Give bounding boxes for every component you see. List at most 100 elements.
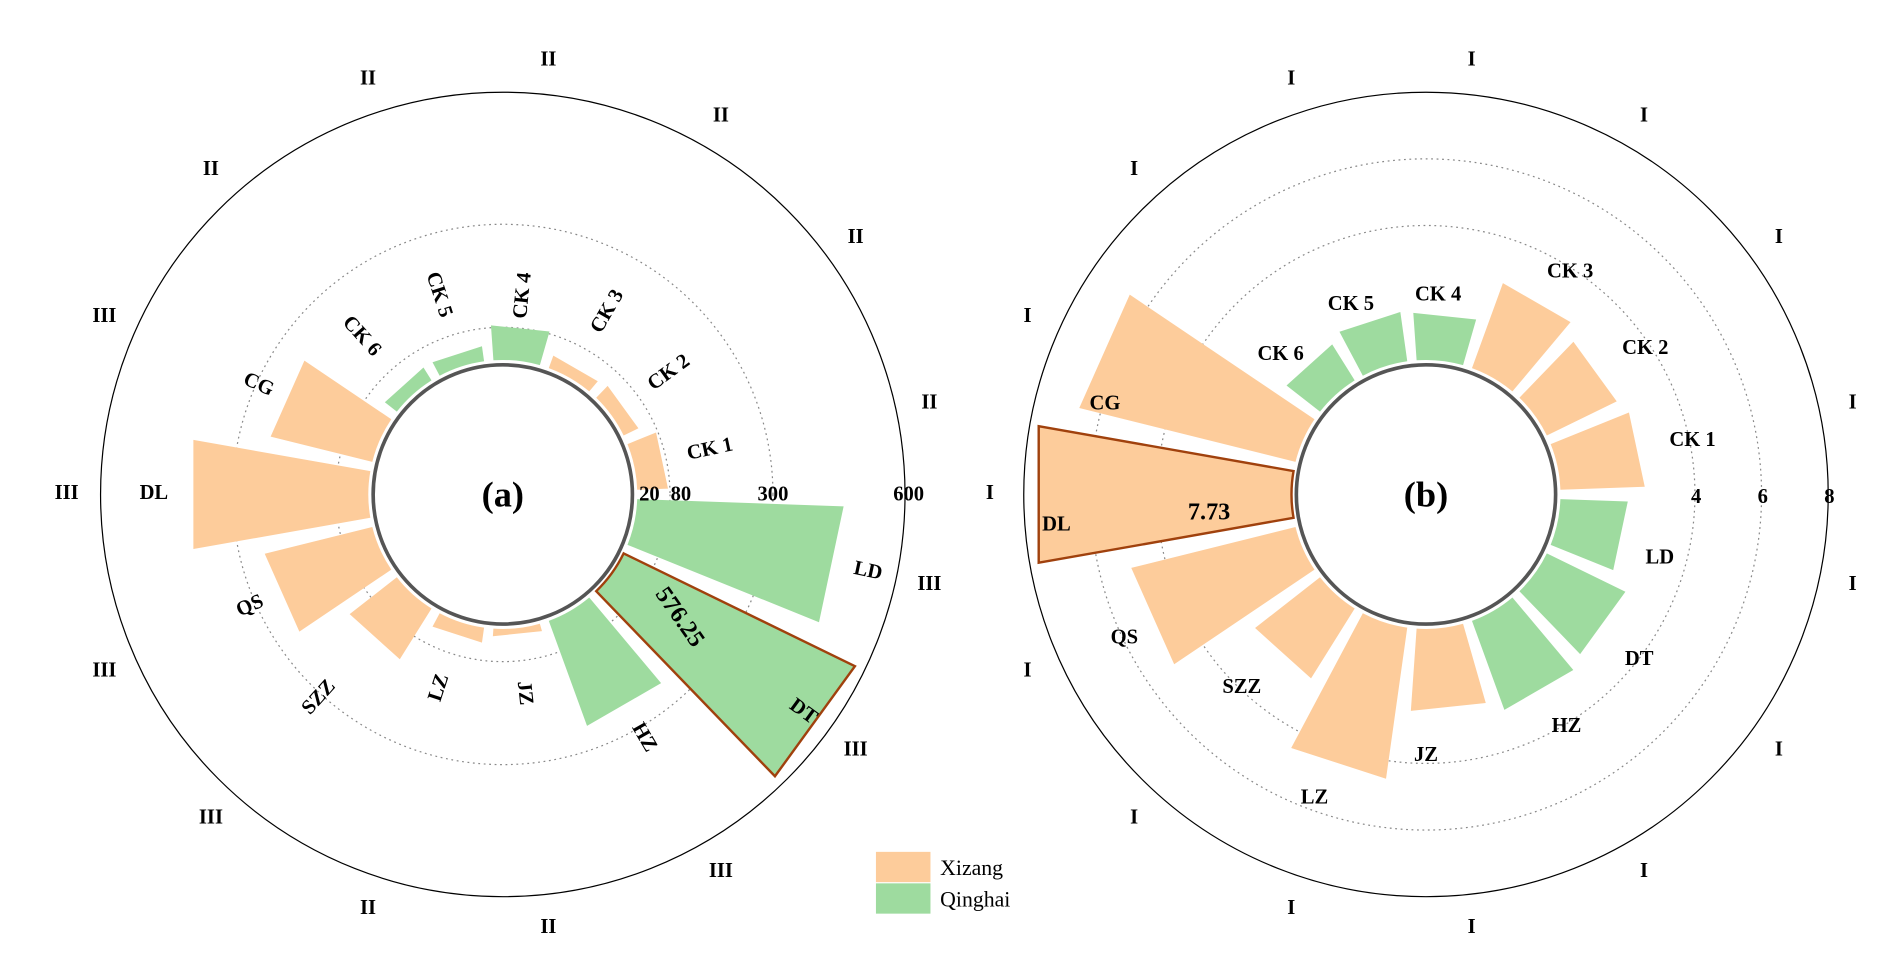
grade-label: I [1287,897,1295,919]
category-label-qs: QS [1111,626,1138,648]
bar-ck-2 [1519,341,1617,436]
category-label-cg: CG [1089,393,1120,415]
category-label-ck-4: CK 4 [509,271,536,319]
bar-dt [1519,553,1626,655]
category-label-szz: SZZ [1222,676,1261,698]
grade-label: II [540,916,556,938]
radial-tick-label: 300 [758,484,789,506]
grade-label: II [540,48,556,70]
radial-tick-label: 6 [1758,486,1768,508]
bar-ck-3 [548,355,598,392]
legend-label-qinghai: Qinghai [940,887,1010,911]
bar-qs [264,526,392,632]
bar-ck-5 [1339,311,1408,376]
grade-label: II [713,104,729,126]
category-label-ld: LD [852,557,885,584]
bar-jz [492,623,542,637]
legend: Xizang Qinghai [875,851,1010,914]
panel-label: (a) [482,475,524,515]
category-label-ck-3: CK 3 [1547,260,1593,282]
bar-ck-4 [490,325,550,366]
category-label-dl: DL [1042,514,1071,536]
category-label-ck-3: CK 3 [586,286,628,337]
category-label-lz: LZ [424,671,453,704]
category-label-ck-2: CK 2 [1622,337,1668,359]
grade-label: I [986,482,994,504]
legend-label-xizang: Xizang [940,856,1003,880]
legend-swatch-xizang [875,851,931,883]
grade-label: III [844,739,868,761]
bar-ck-4 [1413,312,1477,366]
grade-label: III [92,660,116,682]
bar-cg [1079,294,1315,462]
grade-label: III [917,573,941,595]
bar-ld [627,499,844,623]
category-label-jz: JZ [1414,744,1438,766]
grade-label: II [203,158,219,180]
category-label-dl: DL [140,482,169,504]
grade-label: I [1287,67,1295,89]
bar-szz [349,577,432,660]
highlight-value-label: 7.73 [1188,498,1230,525]
grade-label: I [1640,104,1648,126]
grade-label: III [92,305,116,327]
radial-tick-label: 600 [893,484,924,506]
grade-label: I [1024,305,1032,327]
grade-label: I [1024,660,1032,682]
category-label-szz: SZZ [297,675,339,719]
category-label-hz: HZ [627,719,661,756]
category-label-ck-1: CK 1 [685,434,735,465]
panel-b: (b) 4 6 8 CK 4 I CK 3 I CK 2 I CK 1 I LD I DT I HZ I JZ I LZ… [986,48,1857,938]
grid-circle [232,223,774,766]
category-label-hz: HZ [1552,715,1582,737]
grade-label: I [1468,916,1476,938]
category-label-ld: LD [1646,546,1675,568]
radial-tick-label: 20 [639,484,660,506]
bar-ld [1550,499,1628,571]
bar-lz [1291,613,1408,779]
category-label-dt: DT [1625,648,1654,670]
bar-szz [1255,577,1355,679]
grade-label: II [848,226,864,248]
grade-label: I [1775,226,1783,248]
category-label-ck-2: CK 2 [643,350,693,395]
bar-jz [1410,623,1486,711]
category-label-ck-6: CK 6 [338,311,385,360]
radial-tick-label: 4 [1691,486,1701,508]
bar-dl [193,439,371,550]
grade-label: I [1849,573,1857,595]
bar-ck-2 [596,385,639,436]
inner-circle [371,362,635,626]
grade-label: II [921,391,937,413]
category-label-ck-4: CK 4 [1415,283,1461,305]
category-label-ck-5: CK 5 [1328,293,1374,315]
grid-circle [1156,224,1696,765]
grade-label: II [360,897,376,919]
bar-ck-5 [432,346,485,376]
grade-label: I [1130,806,1138,828]
bar-ck-3 [1471,283,1571,392]
category-label-lz: LZ [1301,786,1328,808]
bar-hz [548,597,662,726]
bar-ck-6 [384,367,432,412]
category-label-qs: QS [233,590,267,621]
bar-cg [270,360,392,462]
bar-dl [1037,424,1295,565]
category-label-ck-6: CK 6 [1257,343,1303,365]
bar-hz [1471,597,1574,710]
grade-label: I [1130,158,1138,180]
radial-tick-label: 8 [1824,486,1834,508]
bar-dt [594,551,857,779]
category-label-ck-5: CK 5 [422,269,457,320]
category-label-ck-1: CK 1 [1669,429,1715,451]
outer-ring [99,91,906,898]
panel-a: (a) 20 80 300 600 CK 4 II CK 3 II CK 2 II CK 1 II LD I… [55,48,942,938]
category-label-jz: JZ [513,680,537,706]
bar-lz [432,613,485,643]
bar-ck-1 [1550,412,1645,490]
grade-label: III [199,806,223,828]
grade-label: II [360,67,376,89]
bar-ck-1 [627,432,669,490]
legend-swatch-qinghai [875,883,931,914]
